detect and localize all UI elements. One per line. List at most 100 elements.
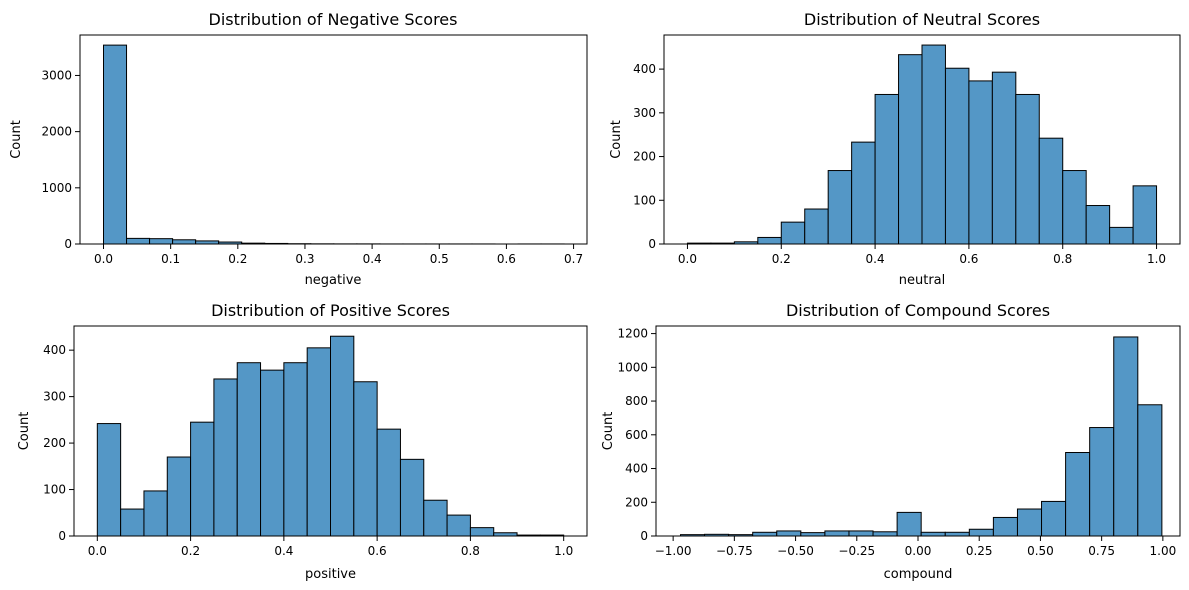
histogram-bar [353,381,378,537]
y-tick-label: 400 [43,343,66,357]
histogram-bar [827,170,853,245]
subplot-compound: Distribution of Compound Scores −1.00 −0.… [601,301,1181,582]
histogram-bar [896,511,922,537]
histogram-bar [944,531,970,537]
axes-frame [655,325,1181,537]
y-tick-label: 800 [625,394,648,408]
x-tick-label: 0.6 [368,544,387,558]
histogram-bar [120,508,145,537]
histogram-bar [143,490,168,537]
histogram-bar [944,67,970,245]
y-tick-label: 0 [58,529,66,543]
x-tick-label: 1.0 [1147,252,1166,266]
y-tick-label: 100 [43,483,66,497]
histogram-bar [1132,185,1158,245]
x-tick-label: 1.00 [1150,544,1177,558]
chart-title: Distribution of Neutral Scores [804,10,1040,29]
histogram-bar [1137,404,1163,537]
x-tick-label: 1.0 [554,544,573,558]
histogram-bar [1016,508,1043,537]
x-tick-label: 0.3 [295,252,314,266]
y-tick-label: 100 [633,193,656,207]
axes-frame [663,34,1181,245]
y-axis-label: Count [17,412,32,451]
x-tick-label: 0.2 [772,252,791,266]
histogram-bar [172,239,197,245]
chart-title: Distribution of Negative Scores [209,10,458,29]
histogram-bar [991,71,1017,245]
histogram-bar [1089,427,1115,537]
histogram-bar [166,456,192,537]
histogram-bar [399,458,425,537]
histogram-bar [800,532,826,537]
histogram-bar [423,499,448,537]
histogram-bar [1041,500,1067,537]
histogram-bar [213,378,238,537]
histogram-bar [851,141,876,245]
histogram-bar [283,362,308,537]
x-tick-label: 0.2 [228,252,247,266]
x-tick-label: −0.75 [716,544,753,558]
histogram-bar [776,530,802,537]
histogram-bar [824,530,850,537]
x-axis-label: negative [305,273,362,288]
histogram-bar [757,236,782,245]
x-tick-label: 0.2 [181,544,200,558]
y-tick-label: 200 [625,495,648,509]
y-axis-label: Count [9,120,24,159]
x-tick-label: 0.5 [430,252,449,266]
y-tick-label: 2000 [41,125,72,139]
y-tick-label: 0 [64,237,72,251]
x-tick-label: 0.8 [1053,252,1072,266]
histogram-bar [260,369,285,537]
x-tick-label: 0.00 [905,544,932,558]
histogram-bar [872,531,898,537]
y-tick-label: 400 [633,62,656,76]
x-tick-label: 0.75 [1088,544,1115,558]
histogram-bar [149,238,174,245]
subplot-positive: Distribution of Positive Scores 0.0 0.2 0.… [17,301,588,582]
subplot-neutral: Distribution of Neutral Scores 0.0 0.2 0.4… [609,10,1181,288]
histogram-bar [1113,336,1139,537]
x-tick-label: 0.8 [461,544,480,558]
y-tick-label: 300 [43,390,66,404]
y-tick-label: 0 [648,237,656,251]
x-axis-label: neutral [899,273,946,288]
axes-frame [73,325,588,537]
x-tick-label: 0.6 [497,252,516,266]
x-tick-label: 0.0 [94,252,113,266]
histogram-bar [920,531,946,537]
y-axis-label: Count [609,120,624,159]
x-tick-label: 0.1 [161,252,180,266]
histogram-bar [103,44,128,245]
histogram-bar [874,93,900,245]
histogram-bar [1015,93,1040,245]
histogram-bar [898,54,923,245]
x-tick-label: 0.0 [678,252,697,266]
histogram-bar [330,335,355,537]
histogram-bar [96,423,122,537]
y-tick-label: 3000 [41,68,72,82]
y-tick-label: 600 [625,428,648,442]
chart-title: Distribution of Compound Scores [786,301,1050,320]
histogram-bar [376,428,401,537]
histogram-bar [1109,226,1134,245]
y-tick-label: 1000 [41,181,72,195]
x-tick-label: 0.4 [274,544,293,558]
y-tick-label: 1000 [617,360,648,374]
histogram-bar [804,208,829,245]
histogram-bar [780,221,806,245]
x-tick-label: 0.0 [88,544,107,558]
x-tick-label: −1.00 [655,544,692,558]
x-tick-label: 0.25 [966,544,993,558]
chart-title: Distribution of Positive Scores [211,301,450,320]
y-tick-label: 400 [625,462,648,476]
x-axis-label: positive [305,567,356,582]
histogram-bar [236,362,262,537]
x-tick-label: −0.25 [838,544,875,558]
x-tick-label: 0.4 [363,252,382,266]
x-tick-label: 0.7 [564,252,583,266]
histogram-bar [1085,205,1111,245]
subplot-negative: Distribution of Negative Scores 0.0 0.1 0.… [9,10,588,288]
